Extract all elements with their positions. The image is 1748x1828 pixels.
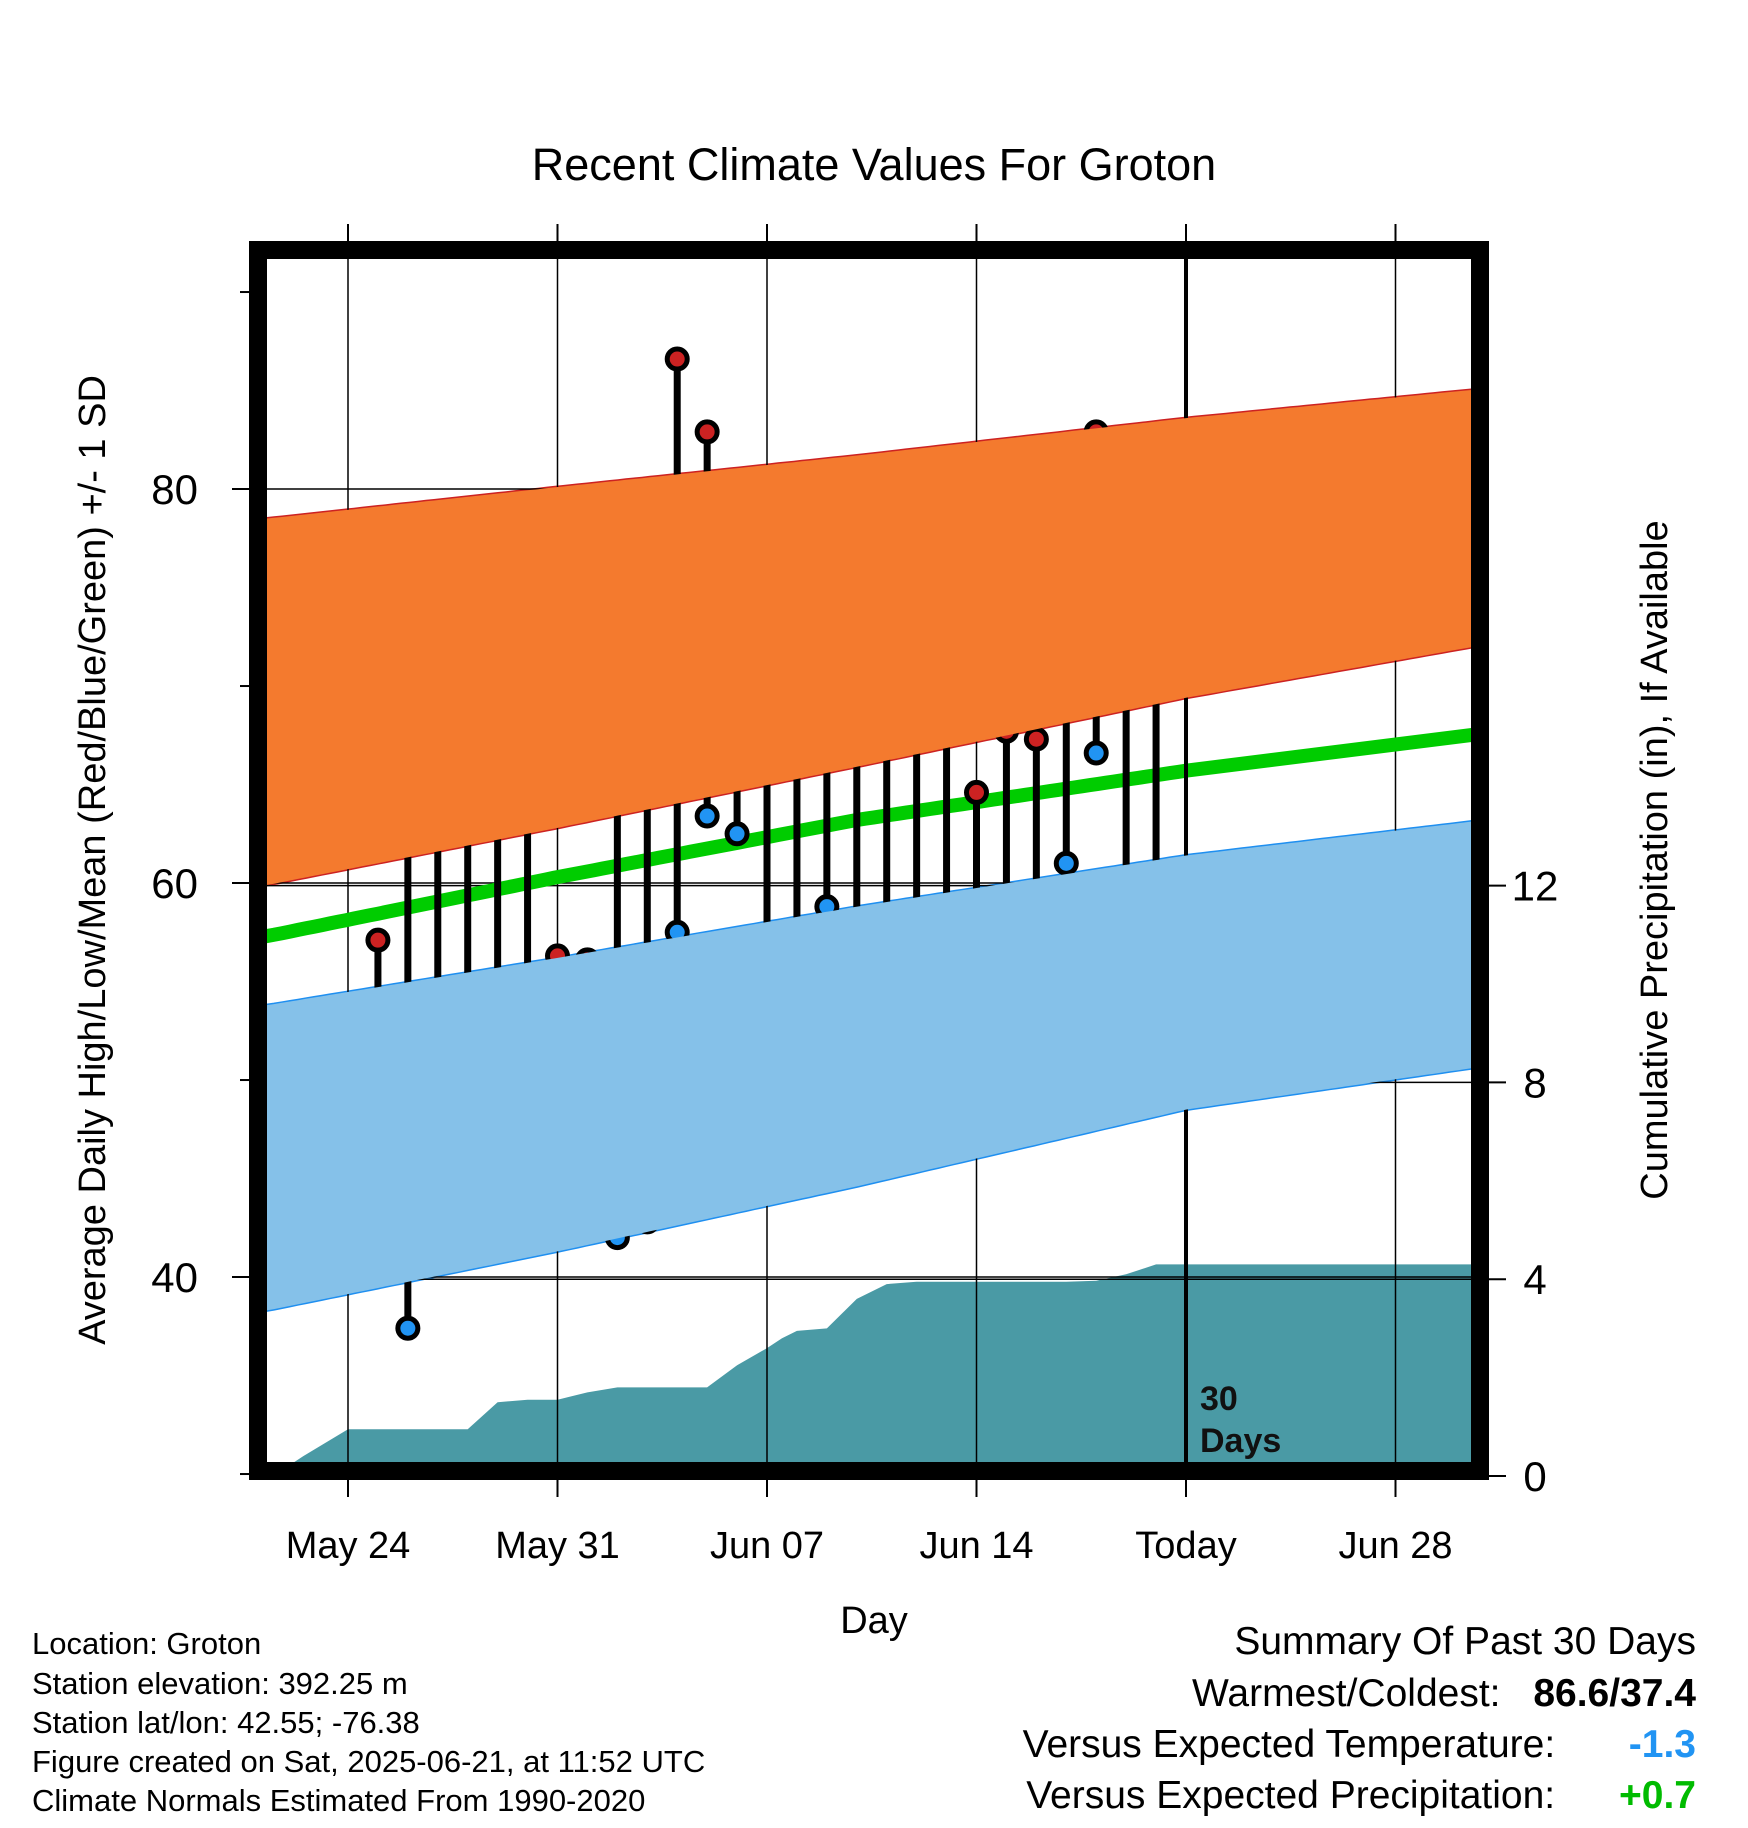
summary-temp-row: Versus Expected Temperature: -1.3 xyxy=(1023,1723,1696,1767)
summary-precip-row: Versus Expected Precipitation: +0.7 xyxy=(1026,1774,1696,1818)
summary-title: Summary Of Past 30 Days xyxy=(1234,1620,1696,1664)
x-axis-label: Day xyxy=(840,1600,908,1642)
daily-low-point xyxy=(1053,850,1079,876)
summary-warmest-value: 86.6/37.4 xyxy=(1533,1672,1696,1715)
low-sd-band xyxy=(258,821,1474,1311)
daily-low-point xyxy=(395,1315,421,1341)
y-tick-label: 40 xyxy=(151,1254,198,1301)
x-tick-label: Jun 28 xyxy=(1338,1525,1452,1567)
x-tick-label: May 24 xyxy=(286,1525,411,1567)
daily-high-point xyxy=(664,346,690,372)
days-word-label: Days xyxy=(1200,1422,1281,1460)
daily-low-point xyxy=(694,803,720,829)
plot-area: 1 SD:±7°FAvg:76.5°F1 SD:±6.6°FAvg:54.7°F… xyxy=(151,224,1558,1567)
daily-low-point xyxy=(1083,740,1109,766)
summary-title-text: Summary Of Past 30 Days xyxy=(1234,1620,1696,1663)
high-sd-band xyxy=(258,389,1474,885)
y-axis-label: Average Daily High/Low/Mean (Red/Blue/Gr… xyxy=(72,375,114,1345)
normal-mean-line xyxy=(258,727,1475,944)
y2-axis-label: Cumulative Precipitation (in), If Availa… xyxy=(1634,520,1676,1199)
y-tick-label: 60 xyxy=(151,860,198,907)
summary-precip-label: Versus Expected Precipitation: xyxy=(1026,1774,1556,1817)
footer-normals: Climate Normals Estimated From 1990-2020 xyxy=(32,1783,646,1818)
daily-high-point xyxy=(1023,726,1049,752)
summary-warmest-row: Warmest/Coldest: 86.6/37.4 xyxy=(1192,1672,1696,1716)
x-tick-label: May 31 xyxy=(495,1525,620,1567)
y2-tick-label: 12 xyxy=(1512,863,1559,910)
daily-high-point xyxy=(694,419,720,445)
x-tick-label: Jun 07 xyxy=(710,1525,824,1567)
x-tick-label: Jun 14 xyxy=(919,1525,1033,1567)
precip-area xyxy=(280,1264,1480,1471)
summary-temp-value: -1.3 xyxy=(1628,1723,1696,1766)
footer-location: Location: Groton xyxy=(32,1626,262,1661)
summary-precip-value: +0.7 xyxy=(1619,1774,1696,1817)
days-count-label: 30 xyxy=(1200,1380,1238,1418)
y-tick-label: 80 xyxy=(151,466,198,513)
chart-title: Recent Climate Values For Groton xyxy=(532,139,1216,190)
daily-high-point xyxy=(365,927,391,953)
daily-low-point xyxy=(724,821,750,847)
y2-tick-label: 8 xyxy=(1523,1059,1546,1106)
summary-warmest-label: Warmest/Coldest: xyxy=(1192,1672,1501,1715)
y2-tick-label: 0 xyxy=(1523,1453,1546,1500)
x-tick-label: Today xyxy=(1135,1525,1236,1567)
footer-created: Figure created on Sat, 2025-06-21, at 11… xyxy=(32,1744,706,1779)
summary-temp-label: Versus Expected Temperature: xyxy=(1022,1723,1556,1766)
y2-tick-label: 4 xyxy=(1523,1256,1546,1303)
footer-latlon: Station lat/lon: 42.55; -76.38 xyxy=(32,1705,420,1740)
daily-high-point xyxy=(964,779,989,805)
footer-elevation: Station elevation: 392.25 m xyxy=(32,1666,408,1701)
plot-frame xyxy=(249,241,1489,1480)
